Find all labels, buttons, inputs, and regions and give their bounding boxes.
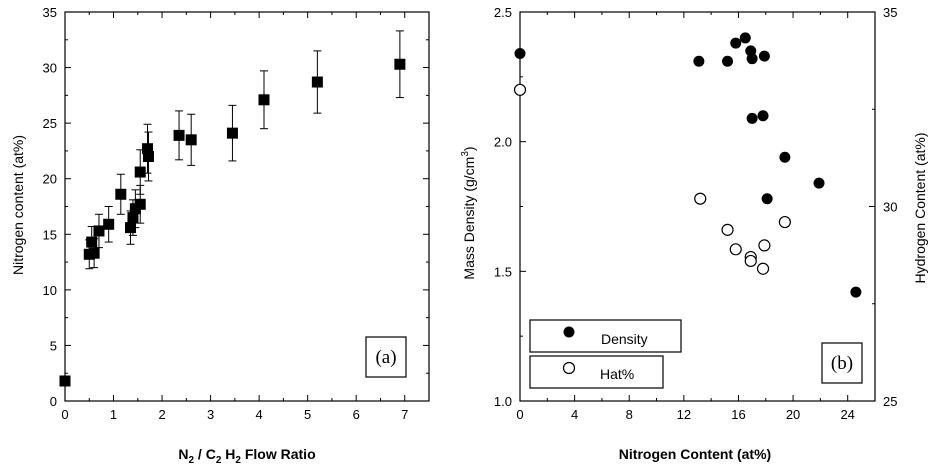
panel-a-x-tick-label: 7 <box>401 407 408 422</box>
panel-b-left-y-axis-title: Mass Density (g/cm3) <box>460 146 477 279</box>
data-point-square <box>142 143 154 155</box>
panel-a-y-tick-label: 35 <box>43 5 57 20</box>
data-point-square <box>134 198 146 210</box>
panel-b-left-y-tick-label: 2.0 <box>494 135 512 150</box>
hat-data-point <box>744 254 757 268</box>
data-point-square <box>125 222 137 234</box>
density-data-point <box>722 55 734 67</box>
panel-b-label-box <box>821 342 863 384</box>
legend-density-label: Density <box>601 331 648 347</box>
panel-b-x-tick-label: 20 <box>786 407 800 422</box>
panel-a: 0 1 2 3 4 5 6 7 0 5 10 15 20 25 30 35 Nitrogen content … <box>10 5 430 466</box>
panel-a-x-tick-label: 1 <box>110 407 117 422</box>
panel-b-x-axis-title: Nitrogen Content (at%) <box>619 446 771 462</box>
panel-a-x-tick-label: 6 <box>353 407 360 422</box>
density-data-point <box>850 286 862 298</box>
hat-data-point <box>513 83 527 96</box>
density-data-point <box>746 53 758 65</box>
panel-b: 0 4 8 12 16 20 24 1.0 1.5 2.0 2.5 25 30 35 Mass Densi… <box>460 5 928 462</box>
panel-b-x-tick-label: 0 <box>516 407 523 422</box>
panel-b-x-tick-label: 16 <box>731 407 745 422</box>
hat-data-point <box>778 215 791 229</box>
panel-b-right-y-axis-title: Hydrogen Content (at%) <box>912 133 928 284</box>
legend-density-marker <box>563 326 575 338</box>
density-data-point <box>739 32 751 44</box>
density-data-point <box>779 151 791 163</box>
panel-a-axis-ticks: 0 1 2 3 4 5 6 7 0 5 10 15 20 25 30 35 <box>43 5 429 422</box>
legend-box-hat <box>529 355 664 389</box>
density-data-point <box>761 193 773 205</box>
density-data-point <box>757 110 769 122</box>
hat-data-point <box>729 243 742 256</box>
panel-b-axis-ticks: 0 4 8 12 16 20 24 1.0 1.5 2.0 2.5 25 30 35 <box>494 5 898 422</box>
panel-a-label-box <box>365 336 407 378</box>
density-data-point <box>514 47 526 59</box>
panel-a-x-tick-label: 0 <box>61 407 68 422</box>
data-point-square <box>311 76 323 88</box>
density-data-point <box>693 55 705 67</box>
hat-data-point <box>694 192 707 205</box>
hat-data-point <box>758 239 771 252</box>
data-point-square <box>173 129 185 141</box>
panel-b-right-y-tick-label: 35 <box>883 5 897 20</box>
panel-a-plot-frame <box>64 11 430 402</box>
data-point-square <box>88 247 100 259</box>
panel-b-x-tick-label: 12 <box>677 407 691 422</box>
panel-a-x-tick-label: 5 <box>304 407 311 422</box>
density-data-point <box>758 50 770 62</box>
panel-b-left-y-tick-label: 2.5 <box>494 5 512 20</box>
panel-b-legend: Density Hat% <box>529 319 682 389</box>
panel-a-data-points <box>59 58 406 387</box>
panel-a-x-tick-label: 2 <box>158 407 165 422</box>
data-point-square <box>185 134 197 146</box>
panel-a-x-axis-title: N2 / C2 H2 Flow Ratio <box>178 446 315 466</box>
panel-a-y-tick-label: 20 <box>43 172 57 187</box>
panel-a-x-tick-label: 3 <box>207 407 214 422</box>
panel-b-x-tick-label: 24 <box>840 407 854 422</box>
legend-hat-marker <box>562 361 576 375</box>
panel-a-y-tick-label: 25 <box>43 116 57 131</box>
panel-a-y-tick-label: 30 <box>43 61 57 76</box>
data-point-square <box>103 218 115 230</box>
panel-a-label: (a) <box>375 347 396 368</box>
panel-b-left-y-tick-label: 1.0 <box>494 394 512 409</box>
legend-hat-label: Hat% <box>600 366 634 382</box>
data-point-square <box>127 212 139 224</box>
hat-data-point <box>756 262 770 275</box>
density-data-point <box>746 112 758 124</box>
panel-b-x-tick-label: 4 <box>571 407 578 422</box>
density-data-point <box>813 177 825 189</box>
data-point-square <box>134 166 146 178</box>
panel-b-label: (b) <box>831 353 853 374</box>
panel-b-left-y-tick-label: 1.5 <box>494 264 512 279</box>
data-point-square <box>258 94 270 106</box>
data-point-square <box>86 236 98 248</box>
panel-b-right-y-tick-label: 30 <box>883 200 897 215</box>
panel-a-x-tick-label: 4 <box>256 407 263 422</box>
panel-a-y-axis-title: Nitrogen content (at%) <box>10 135 26 275</box>
panel-b-x-tick-label: 8 <box>626 407 633 422</box>
data-point-square <box>226 127 238 139</box>
panel-a-y-tick-label: 15 <box>43 227 57 242</box>
panel-b-data-points <box>513 32 862 298</box>
panel-a-y-tick-label: 5 <box>50 338 57 353</box>
legend-box-density <box>529 319 682 353</box>
data-point-square <box>394 58 406 70</box>
data-point-square <box>59 375 71 387</box>
panel-b-right-y-tick-label: 25 <box>883 394 897 409</box>
density-data-point <box>730 37 742 49</box>
hat-data-point <box>721 223 734 236</box>
data-point-square <box>115 188 127 200</box>
data-point-square <box>93 225 105 237</box>
panel-a-y-tick-label: 10 <box>43 283 57 298</box>
panel-a-y-tick-label: 0 <box>50 394 57 409</box>
data-point-square <box>142 150 154 162</box>
